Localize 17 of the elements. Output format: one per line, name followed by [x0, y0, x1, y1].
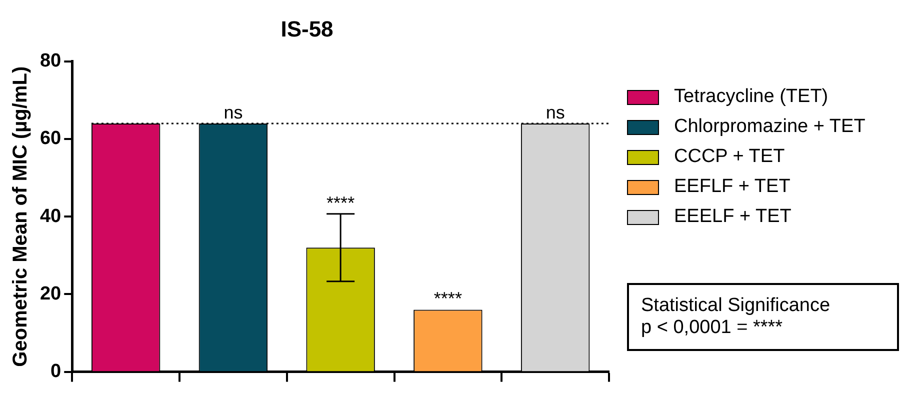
data-label: ns	[546, 102, 565, 122]
y-tick-label: 20	[40, 283, 62, 304]
y-tick-label: 40	[40, 206, 62, 227]
legend-label: EEFLF + TET	[674, 176, 790, 198]
y-tick-label: 80	[40, 50, 62, 72]
y-tick-label: 60	[40, 128, 62, 150]
y-axis-title: Geometric Mean of MIC (µg/mL)	[10, 66, 32, 367]
data-label: ns	[224, 102, 243, 122]
legend-label: CCCP + TET	[674, 146, 785, 168]
y-tick-label: 0	[50, 361, 62, 382]
legend-label: Chlorpromazine + TET	[674, 116, 866, 138]
note-box: Statistical Significance p < 0,0001 = ****	[627, 283, 899, 351]
data-label: ****	[434, 288, 462, 309]
legend-label: EEELF + TET	[674, 206, 792, 228]
legend-label: Tetracycline (TET)	[674, 86, 828, 108]
chart-title: IS-58	[280, 16, 334, 42]
data-label: ****	[326, 192, 355, 213]
